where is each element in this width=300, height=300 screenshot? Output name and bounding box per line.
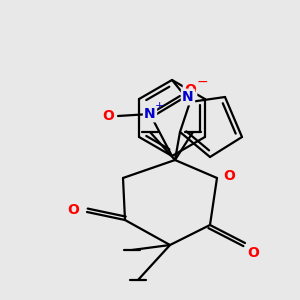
Text: +: +: [154, 101, 164, 111]
Text: O: O: [247, 246, 259, 260]
Text: N: N: [182, 90, 194, 104]
Text: N: N: [144, 107, 156, 121]
Text: −: −: [196, 75, 208, 89]
Text: O: O: [223, 169, 235, 183]
Text: O: O: [67, 203, 79, 217]
Text: O: O: [184, 83, 196, 97]
Text: O: O: [102, 109, 114, 123]
